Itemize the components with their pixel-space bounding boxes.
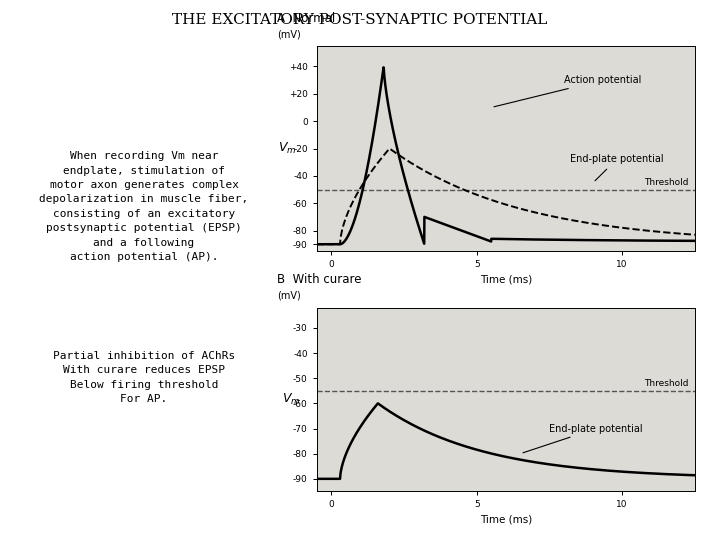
Text: B  With curare: B With curare [277,273,361,286]
Text: Threshold: Threshold [644,179,689,187]
Text: A  Normal: A Normal [277,12,336,25]
Text: End-plate potential: End-plate potential [570,154,663,181]
Text: Partial inhibition of AChRs
With curare reduces EPSP
Below firing threshold
For : Partial inhibition of AChRs With curare … [53,351,235,404]
X-axis label: Time (ms): Time (ms) [480,515,532,525]
Text: End-plate potential: End-plate potential [523,423,643,453]
Text: (mV): (mV) [277,30,301,40]
Y-axis label: $V_m$: $V_m$ [278,141,297,156]
Text: When recording Vm near
endplate, stimulation of
motor axon generates complex
dep: When recording Vm near endplate, stimula… [40,151,248,262]
Text: THE EXCITATORY POST-SYNAPTIC POTENTIAL: THE EXCITATORY POST-SYNAPTIC POTENTIAL [172,14,548,28]
Y-axis label: $V_m$: $V_m$ [282,392,301,407]
Text: (mV): (mV) [277,291,301,300]
Text: Threshold: Threshold [644,379,689,388]
X-axis label: Time (ms): Time (ms) [480,275,532,285]
Text: Action potential: Action potential [494,75,642,107]
